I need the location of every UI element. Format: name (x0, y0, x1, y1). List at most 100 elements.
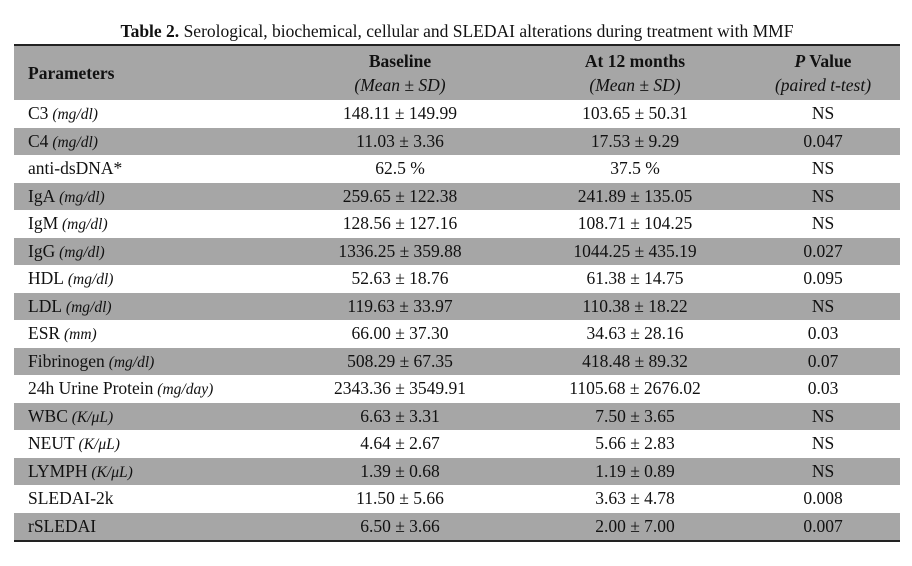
table-row: IgG (mg/dl) 1336.25 ± 359.88 1044.25 ± 435… (14, 237, 900, 266)
header-baseline-label: Baseline (368, 51, 432, 71)
parameter-name: C3 (28, 103, 49, 124)
parameter-unit: (mg/dl) (62, 298, 112, 316)
parameter-name: IgA (28, 185, 56, 206)
parameter-cell: NEUT (K/μL) (14, 430, 276, 458)
parameter-cell: C3 (mg/dl) (14, 100, 276, 128)
parameter-unit: (mg/dl) (48, 133, 98, 151)
baseline-cell: 2343.36 ± 3549.91 (333, 378, 467, 399)
p-value-cell: 0.07 (807, 350, 839, 371)
baseline-cell: 128.56 ± 127.16 (342, 213, 458, 234)
table-caption: Table 2. Serological, biochemical, cellu… (14, 20, 900, 42)
parameter-cell: Fibrinogen (mg/dl) (14, 348, 276, 376)
parameter-unit: (mg/dl) (48, 106, 98, 124)
parameter-unit: (mg/dl) (58, 216, 108, 234)
parameter-name: IgM (28, 213, 59, 234)
header-12-months-label: At 12 months (584, 51, 686, 71)
results-table: Parameters Baseline (Mean ± SD) At 12 mo… (14, 44, 900, 542)
baseline-cell: 6.50 ± 3.66 (360, 515, 440, 536)
baseline-cell: 11.50 ± 5.66 (356, 488, 444, 509)
parameter-cell: HDL (mg/dl) (14, 265, 276, 293)
month12-cell: 3.63 ± 4.78 (595, 488, 675, 509)
header-baseline: Baseline (Mean ± SD) (276, 45, 524, 100)
parameter-cell: LDL (mg/dl) (14, 293, 276, 321)
table-row: ESR (mm) 66.00 ± 37.30 34.63 ± 28.16 0.03 (14, 320, 900, 348)
month12-cell: 1105.68 ± 2676.02 (569, 378, 701, 399)
parameter-cell: ESR (mm) (14, 320, 276, 348)
baseline-cell: 119.63 ± 33.97 (347, 295, 453, 316)
baseline-cell: 508.29 ± 67.35 (347, 350, 453, 371)
parameter-unit: (mg/day) (153, 381, 214, 399)
p-value-cell: 0.027 (803, 240, 843, 261)
baseline-cell: 1.39 ± 0.68 (360, 460, 440, 481)
table-row: IgA (mg/dl) 259.65 ± 122.38 241.89 ± 135.0… (14, 182, 900, 210)
table-row: WBC (K/μL) 6.63 ± 3.31 7.50 ± 3.65 NS (14, 402, 900, 430)
parameter-unit: (mg/dl) (63, 271, 114, 289)
header-parameters: Parameters (28, 62, 115, 83)
p-value-cell: NS (811, 213, 835, 234)
month12-cell: 34.63 ± 28.16 (586, 323, 684, 344)
parameter-unit: (mg/dl) (55, 243, 105, 261)
p-value-cell: 0.007 (803, 515, 843, 536)
parameter-cell: SLEDAI-2k (14, 485, 276, 513)
p-value-cell: NS (811, 405, 835, 426)
parameter-unit: (K/μL) (67, 408, 114, 426)
table-row: HDL (mg/dl) 52.63 ± 18.76 61.38 ± 14.75 0.0… (14, 265, 900, 293)
parameter-name: HDL (28, 268, 64, 289)
baseline-cell: 11.03 ± 3.36 (356, 130, 444, 151)
parameter-unit: (K/μL) (74, 436, 120, 454)
parameter-name: ESR (28, 323, 61, 344)
parameter-unit: (K/μL) (87, 463, 133, 481)
month12-cell: 5.66 ± 2.83 (595, 433, 675, 454)
header-baseline-sub: (Mean ± SD) (354, 75, 446, 95)
parameter-cell: anti-dsDNA* (14, 155, 276, 183)
table-row: anti-dsDNA* 62.5 % 37.5 % NS (14, 155, 900, 183)
p-value-cell: NS (811, 185, 835, 206)
parameter-name: anti-dsDNA* (28, 158, 123, 179)
table-row: NEUT (K/μL) 4.64 ± 2.67 5.66 ± 2.83 NS (14, 430, 900, 458)
month12-cell: 61.38 ± 14.75 (586, 268, 684, 289)
month12-cell: 17.53 ± 9.29 (590, 130, 680, 151)
parameter-unit: (mg/dl) (104, 353, 155, 371)
p-value-cell: 0.03 (807, 378, 839, 399)
parameter-cell: IgG (mg/dl) (14, 238, 276, 266)
table-row: C3 (mg/dl) 148.11 ± 149.99 103.65 ± 50.31 N… (14, 100, 900, 128)
parameter-name: SLEDAI-2k (28, 488, 114, 509)
p-value-cell: 0.095 (803, 268, 843, 289)
parameter-cell: 24h Urine Protein (mg/day) (14, 375, 276, 403)
table-row: LYMPH (K/μL) 1.39 ± 0.68 1.19 ± 0.89 NS (14, 457, 900, 486)
month12-cell: 108.71 ± 104.25 (577, 213, 693, 234)
table-row: IgM (mg/dl) 128.56 ± 127.16 108.71 ± 104.2… (14, 210, 900, 238)
month12-cell: 37.5 % (610, 158, 660, 179)
header-12-months: At 12 months (Mean ± SD) (524, 45, 746, 100)
table-row: Fibrinogen (mg/dl) 508.29 ± 67.35 418.48 ±… (14, 347, 900, 376)
p-value-cell: 0.03 (807, 323, 839, 344)
month12-cell: 1.19 ± 0.89 (595, 460, 675, 481)
table-caption-text: Serological, biochemical, cellular and S… (179, 21, 794, 41)
month12-cell: 1044.25 ± 435.19 (573, 240, 697, 261)
p-value-cell: NS (811, 103, 835, 124)
month12-cell: 241.89 ± 135.05 (577, 185, 693, 206)
p-value-cell: NS (811, 158, 835, 179)
table-label: Table 2. (120, 21, 180, 41)
header-p-value-sub: (paired t-test) (774, 75, 872, 95)
p-value-cell: NS (811, 433, 835, 454)
table-body: C3 (mg/dl) 148.11 ± 149.99 103.65 ± 50.31 N… (14, 100, 900, 541)
p-value-cell: 0.047 (803, 130, 843, 151)
parameter-cell: rSLEDAI (14, 513, 276, 542)
table-row: 24h Urine Protein (mg/day) 2343.36 ± 3549… (14, 375, 900, 403)
parameter-cell: LYMPH (K/μL) (14, 458, 276, 486)
parameter-name: 24h Urine Protein (28, 378, 154, 399)
baseline-cell: 52.63 ± 18.76 (351, 268, 449, 289)
parameter-name: rSLEDAI (28, 515, 97, 536)
table-row: C4 (mg/dl) 11.03 ± 3.36 17.53 ± 9.29 0.047 (14, 127, 900, 155)
parameter-name: LYMPH (28, 460, 88, 481)
parameter-name: NEUT (28, 433, 75, 454)
header-p-value-label: P Value (794, 51, 852, 71)
parameter-name: LDL (28, 295, 63, 316)
parameter-name: C4 (28, 130, 49, 151)
parameter-unit: (mm) (60, 326, 97, 344)
month12-cell: 110.38 ± 18.22 (582, 295, 688, 316)
baseline-cell: 4.64 ± 2.67 (360, 433, 440, 454)
parameter-cell: IgM (mg/dl) (14, 210, 276, 238)
header-row: Parameters Baseline (Mean ± SD) At 12 mo… (14, 45, 900, 100)
